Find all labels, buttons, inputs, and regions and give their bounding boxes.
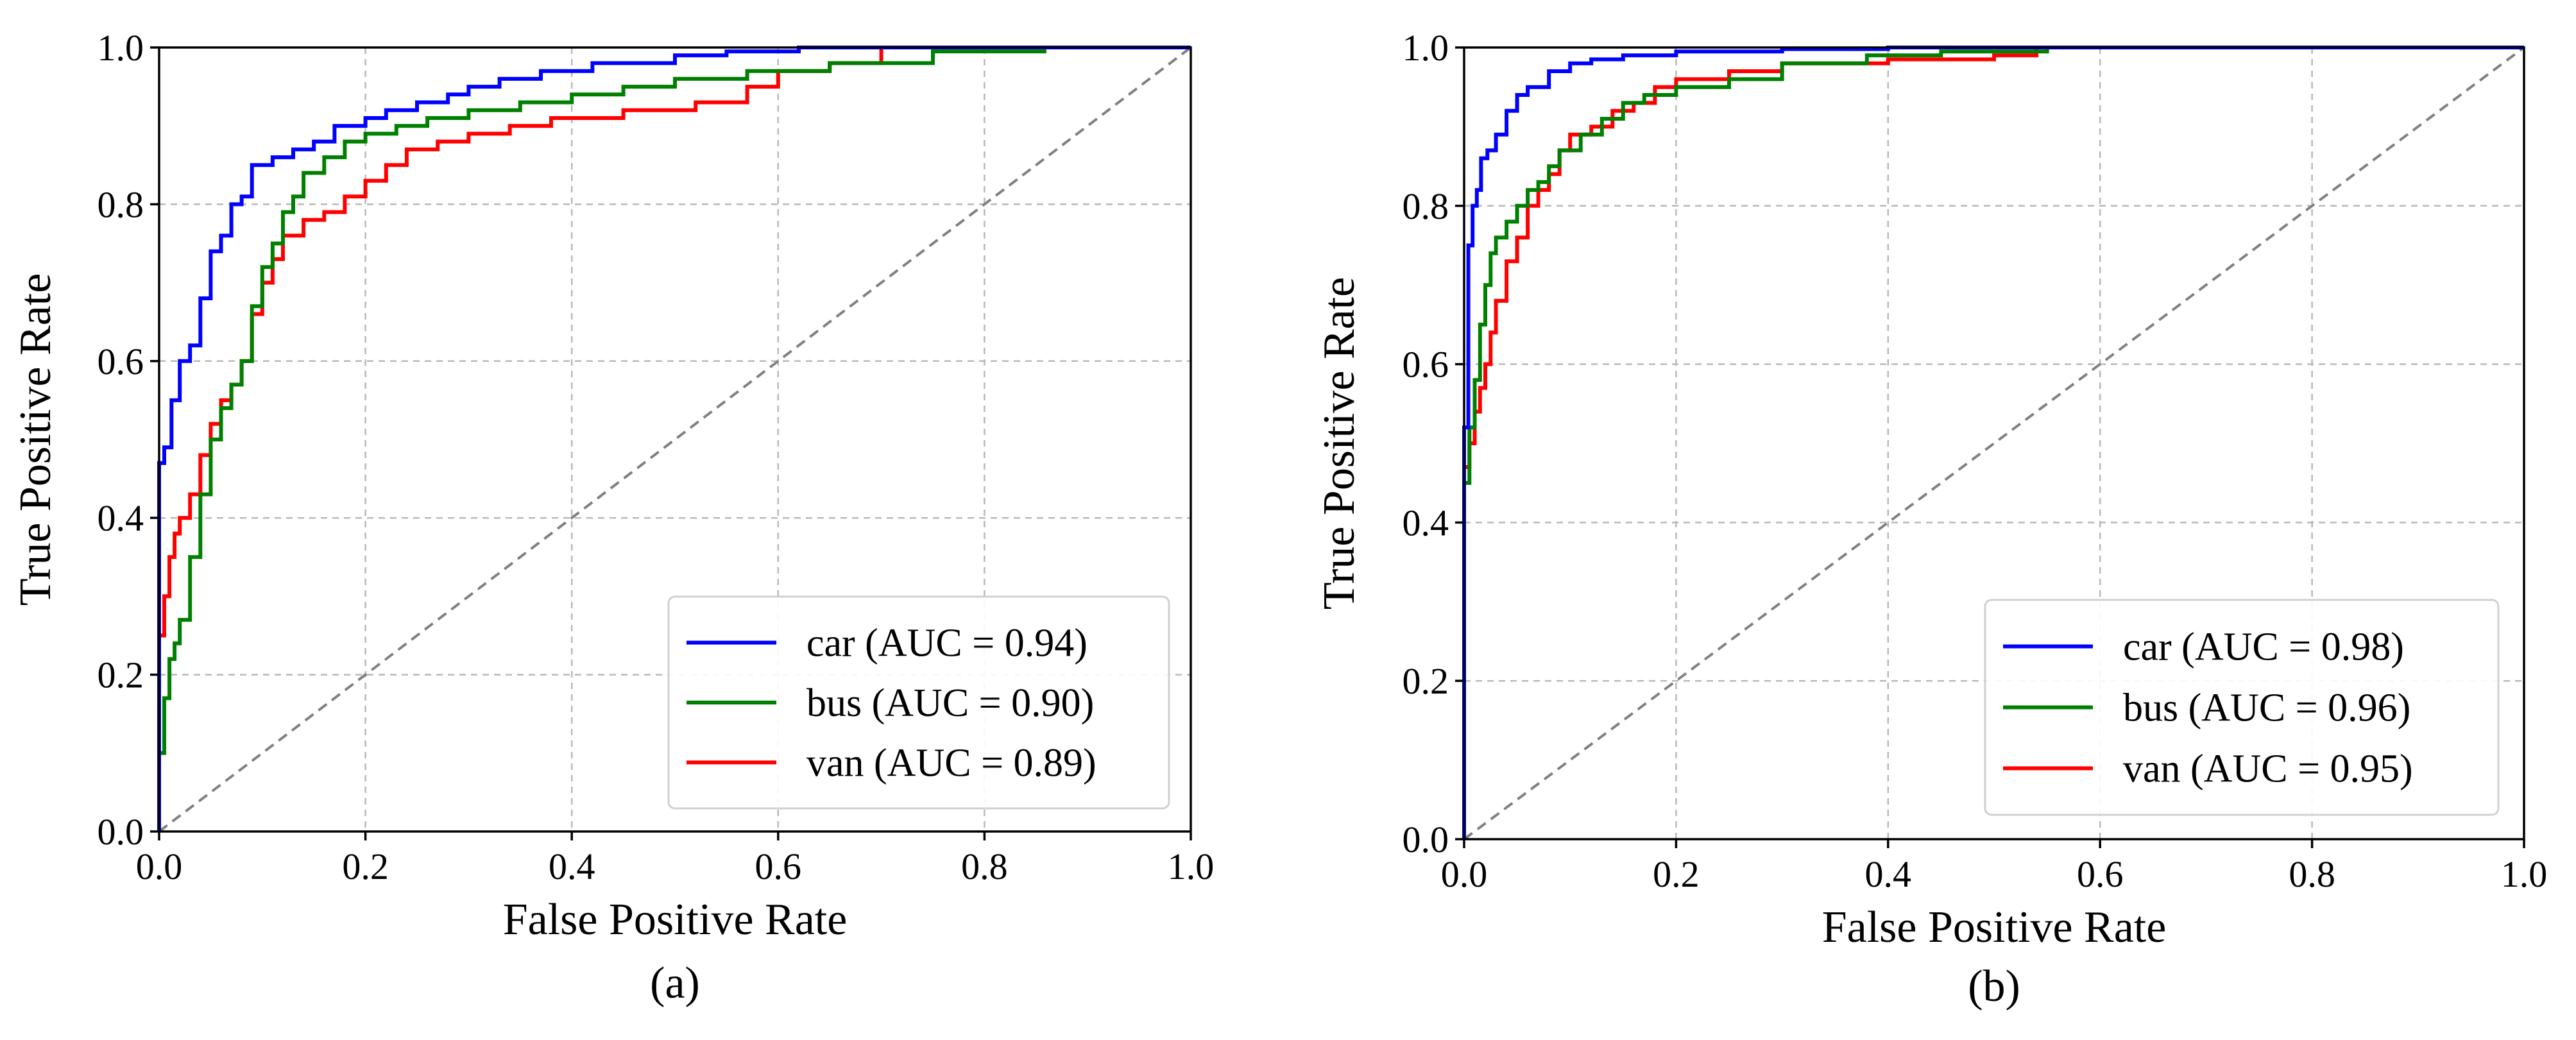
legend-label-van: van (AUC = 0.89) (806, 741, 1096, 785)
x-tick-label: 0.2 (1653, 853, 1700, 895)
panel-caption: (b) (1968, 962, 2020, 1011)
legend-box (667, 595, 1170, 810)
chance-diagonal-line (1463, 46, 2525, 840)
panel-caption: (a) (650, 959, 700, 1008)
series-line-van (157, 46, 1191, 831)
y-axis-title: True Positive Rate (1315, 277, 1364, 610)
y-tick-label: 0.6 (1403, 344, 1449, 386)
x-tick-label: 0.4 (549, 846, 595, 887)
legend-box (1984, 599, 2500, 816)
x-axis-title: False Positive Rate (503, 895, 848, 944)
y-tick-label: 0.0 (98, 811, 144, 853)
x-tick-label: 1.0 (1168, 846, 1215, 887)
y-tick-label: 0.4 (1403, 502, 1449, 543)
roc-panel-b: 0.0 0.2 0.4 0.6 0.8 1.0 0.0 0.2 0.4 0.6 0.8 1.0 Fals… (1315, 27, 2547, 1011)
series-line-car (1462, 46, 2524, 839)
legend: car (AUC = 0.94) bus (AUC = 0.90) van (AUC… (667, 595, 1170, 810)
axes-frame (158, 46, 1192, 833)
legend-label-bus: bus (AUC = 0.96) (2123, 686, 2410, 730)
y-tick-label: 0.2 (98, 654, 144, 696)
x-tick-label: 0.6 (2077, 853, 2124, 895)
y-tick-label: 1.0 (98, 27, 144, 69)
series-line-bus (1462, 46, 2524, 839)
y-tick-label: 1.0 (1403, 27, 1449, 69)
series-line-bus (157, 49, 1046, 831)
x-tick-label: 0.0 (136, 846, 183, 887)
y-tick-label: 0.6 (98, 341, 144, 382)
series-line-car (157, 46, 1191, 831)
legend-label-van: van (AUC = 0.95) (2123, 747, 2413, 791)
x-tick-label: 0.8 (2289, 853, 2335, 895)
y-tick-label: 0.2 (1403, 660, 1449, 702)
roc-panel-a: 0.0 0.2 0.4 0.6 0.8 1.0 0.0 0.2 0.4 0.6 0.8 1.0 Fals… (11, 27, 1214, 1008)
legend-label-car: car (AUC = 0.98) (2123, 626, 2404, 669)
x-tick-label: 0.8 (961, 846, 1008, 887)
y-tick-label: 0.8 (98, 183, 144, 225)
x-tick-label: 1.0 (2501, 853, 2548, 895)
x-tick-label: 0.0 (1441, 853, 1488, 895)
x-tick-label: 0.2 (342, 846, 389, 887)
y-tick-label: 0.0 (1403, 819, 1449, 860)
x-tick-label: 0.4 (1865, 853, 1912, 895)
x-axis-title: False Positive Rate (1822, 903, 2167, 952)
x-tick-label: 0.6 (755, 846, 802, 887)
axes-frame (1463, 46, 2525, 840)
legend-label-car: car (AUC = 0.94) (806, 622, 1088, 665)
y-axis-title: True Positive Rate (11, 273, 60, 606)
y-tick-label: 0.8 (1403, 185, 1449, 227)
legend-label-bus: bus (AUC = 0.90) (806, 681, 1094, 725)
legend: car (AUC = 0.98) bus (AUC = 0.96) van (AUC… (1984, 599, 2500, 816)
y-tick-label: 0.4 (98, 497, 144, 539)
